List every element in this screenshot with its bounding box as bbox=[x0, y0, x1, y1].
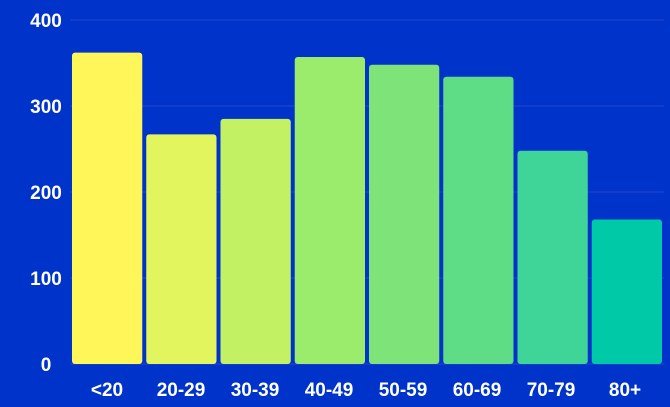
x-tick-label: 40-49 bbox=[305, 380, 354, 401]
x-tick-label: 30-39 bbox=[231, 380, 280, 401]
bar bbox=[369, 64, 440, 364]
x-tick-label: 20-29 bbox=[157, 380, 206, 401]
bar bbox=[146, 134, 217, 364]
bar bbox=[517, 150, 588, 364]
y-axis-ticks: 0 100 200 300 400 bbox=[30, 11, 62, 376]
x-tick-label: 80+ bbox=[609, 380, 641, 401]
y-tick-label: 0 bbox=[41, 355, 52, 376]
bar bbox=[72, 52, 143, 365]
y-tick-label: 200 bbox=[30, 183, 62, 204]
x-tick-label: 50-59 bbox=[379, 380, 428, 401]
x-tick-label: 60-69 bbox=[453, 380, 502, 401]
bar bbox=[591, 219, 662, 364]
x-tick-label: 70-79 bbox=[527, 380, 576, 401]
y-tick-label: 300 bbox=[30, 97, 62, 118]
x-tick-label: <20 bbox=[91, 380, 123, 401]
x-axis-ticks: <20 20-29 30-39 40-49 50-59 60-69 70-79 … bbox=[91, 380, 641, 401]
bar bbox=[294, 56, 365, 364]
bar bbox=[443, 76, 514, 364]
y-tick-label: 100 bbox=[30, 269, 62, 290]
bar-layer bbox=[72, 52, 662, 365]
y-tick-label: 400 bbox=[30, 11, 62, 32]
bar bbox=[220, 118, 291, 365]
